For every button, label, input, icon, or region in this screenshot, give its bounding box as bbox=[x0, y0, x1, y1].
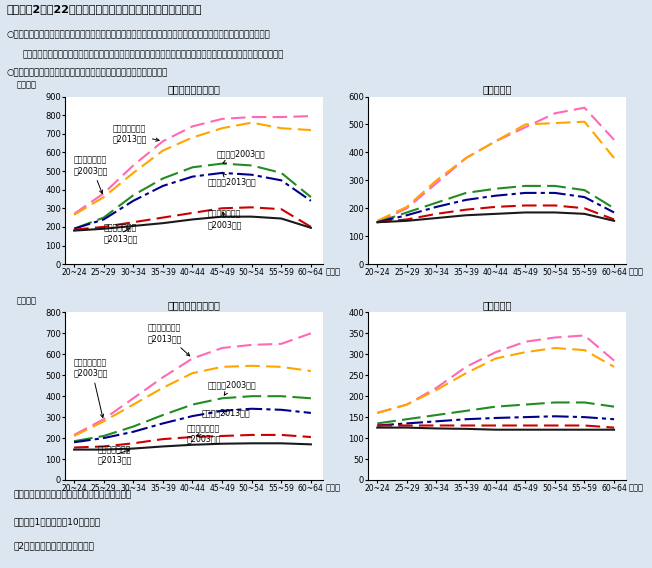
Text: 第９・十分位数
（2003年）: 第９・十分位数 （2003年） bbox=[74, 358, 108, 417]
Text: 第１・十分位数
（2003年）: 第１・十分位数 （2003年） bbox=[186, 424, 221, 444]
Text: （歳）: （歳） bbox=[325, 268, 340, 277]
Text: 第１・十分位数
（2003年）: 第１・十分位数 （2003年） bbox=[207, 210, 242, 229]
Text: 第９・十分位数
（2013年）: 第９・十分位数 （2013年） bbox=[148, 324, 190, 356]
Text: （歳）: （歳） bbox=[325, 483, 340, 492]
Text: （千円）: （千円） bbox=[16, 81, 37, 90]
Title: 女性大学・大学院卒: 女性大学・大学院卒 bbox=[168, 300, 220, 310]
Title: 男性高校卒: 男性高校卒 bbox=[482, 85, 512, 94]
Text: 第９・十分位数
（2013年）: 第９・十分位数 （2013年） bbox=[113, 124, 159, 144]
Text: ○　男性では、第１・十分位数、中位数については、大学・大学院卒、高校卒ともにほぼ全ての年齢層で低下して: ○ 男性では、第１・十分位数、中位数については、大学・大学院卒、高校卒ともにほぼ… bbox=[7, 30, 271, 39]
Text: 中位数（2003年）: 中位数（2003年） bbox=[207, 380, 256, 395]
Text: （注）　1）企業規模10人以上。: （注） 1）企業規模10人以上。 bbox=[13, 517, 100, 527]
Text: 第１・十分位数
（2013年）: 第１・十分位数 （2013年） bbox=[104, 224, 138, 243]
Text: 第１・十分位数
（2013年）: 第１・十分位数 （2013年） bbox=[98, 445, 132, 465]
Text: （歳）: （歳） bbox=[629, 268, 644, 277]
Text: （歳）: （歳） bbox=[629, 483, 644, 492]
Title: 男性大学・大学院卒: 男性大学・大学院卒 bbox=[168, 85, 220, 94]
Text: 第９・十分位数
（2003年）: 第９・十分位数 （2003年） bbox=[74, 156, 108, 194]
Text: 第２－（2）－22図　学歴・年齢階級別にみた賃金水准の変化: 第２－（2）－22図 学歴・年齢階級別にみた賃金水准の変化 bbox=[7, 5, 202, 14]
Title: 女性高校卒: 女性高校卒 bbox=[482, 300, 512, 310]
Text: 資料出所　厄生労働省「賃金構造基本統計調査」: 資料出所 厄生労働省「賃金構造基本統計調査」 bbox=[13, 491, 131, 500]
Text: 2）一般労働者の各６月の値。: 2）一般労働者の各６月の値。 bbox=[13, 541, 94, 550]
Text: 中位数（2013年）: 中位数（2013年） bbox=[201, 408, 250, 417]
Text: ○　女性についても、男性ほどではないが、同様の傾向がみられる。: ○ 女性についても、男性ほどではないが、同様の傾向がみられる。 bbox=[7, 69, 168, 78]
Text: （千円）: （千円） bbox=[16, 296, 37, 306]
Text: いるのに対し、第９・十分位数については、高校卒で低下しているが、大学・大学院卒ではほぼ変化していない。: いるのに対し、第９・十分位数については、高校卒で低下しているが、大学・大学院卒で… bbox=[23, 50, 284, 59]
Text: 中位数（2013年）: 中位数（2013年） bbox=[207, 173, 256, 187]
Text: 中位数（2003年）: 中位数（2003年） bbox=[216, 150, 265, 163]
